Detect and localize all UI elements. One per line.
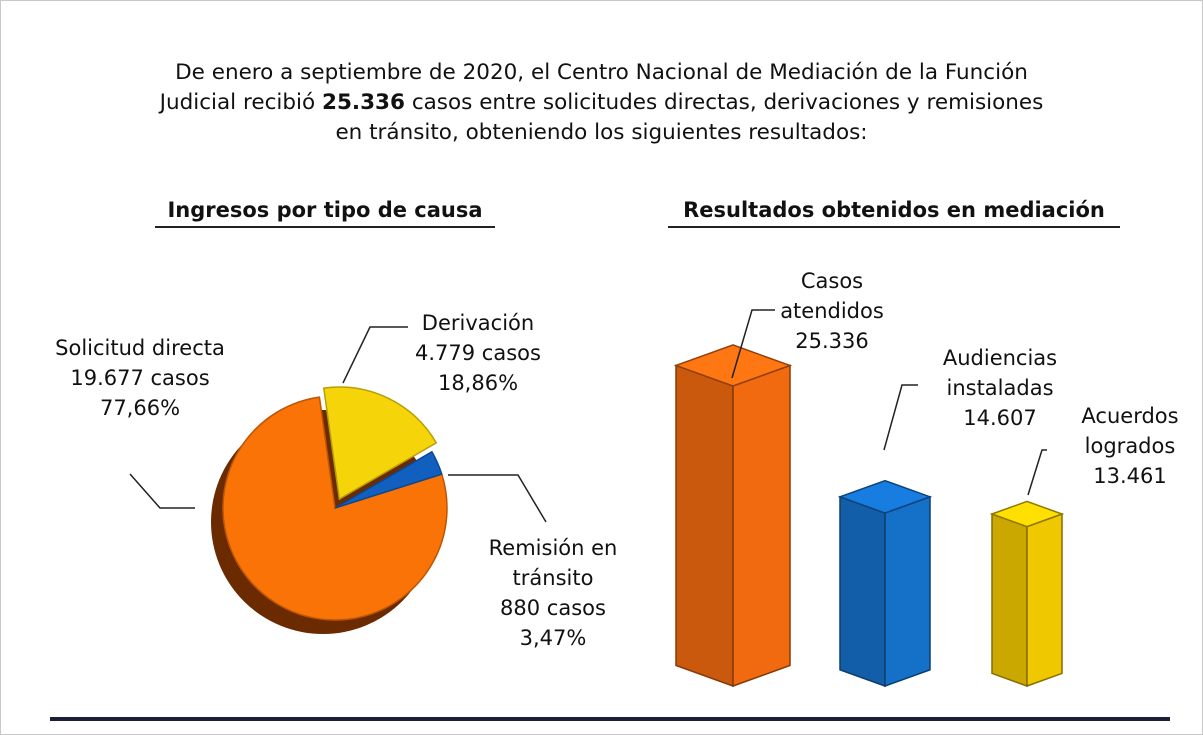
pie-slice bbox=[222, 396, 448, 621]
connector bbox=[883, 384, 918, 451]
slice-count: 19.677 casos bbox=[70, 366, 210, 390]
bar-value: 13.461 bbox=[1093, 464, 1167, 488]
connector bbox=[448, 474, 547, 523]
slice-category: Solicitud directa bbox=[55, 336, 225, 360]
pie-slice bbox=[334, 450, 443, 509]
bar-category: Audiencias instaladas bbox=[942, 346, 1058, 400]
slice-count: 4.779 casos bbox=[415, 341, 541, 365]
slice-value: 3,47% bbox=[519, 626, 587, 650]
slice-count: 880 casos bbox=[500, 596, 606, 620]
chart-title: Ingresos por tipo de causa bbox=[155, 198, 495, 228]
chart-title: Resultados obtenidos en mediación bbox=[668, 198, 1120, 228]
bar-top bbox=[837, 479, 933, 514]
slice-category: Remisión en tránsito bbox=[488, 536, 618, 590]
slice-value: 77,66% bbox=[99, 396, 181, 420]
intro-bold: 25.336 bbox=[322, 90, 405, 115]
bar-right-face bbox=[1026, 512, 1063, 688]
slice-value: 18,86% bbox=[437, 371, 519, 395]
bar-category: Acuerdos logrados bbox=[1081, 404, 1179, 458]
connector bbox=[129, 473, 195, 509]
bar-top bbox=[673, 344, 793, 387]
pie-slice bbox=[322, 386, 438, 501]
bar-left-face bbox=[991, 512, 1028, 688]
bar-category: Casos atendidos bbox=[780, 269, 884, 323]
bar-right-face bbox=[732, 364, 791, 688]
connector bbox=[731, 309, 775, 379]
intro-text: casos entre solicitudes directas, deriva… bbox=[411, 90, 1044, 115]
bar-left-face bbox=[839, 495, 886, 688]
bar-right-face bbox=[884, 495, 931, 688]
intro-line: en tránsito, obteniendo los siguientes r… bbox=[335, 120, 868, 145]
connector bbox=[342, 326, 408, 384]
connector bbox=[1027, 449, 1047, 496]
intro-line: De enero a septiembre de 2020, el Centro… bbox=[175, 60, 1028, 85]
slice-category: Derivación bbox=[421, 311, 535, 335]
intro-line: Judicial recibió 25.336 casos entre soli… bbox=[0, 88, 1203, 118]
intro-text: Judicial recibió bbox=[159, 90, 316, 115]
bar-top bbox=[989, 500, 1065, 528]
bar-left-face bbox=[675, 364, 734, 688]
bar-value: 25.336 bbox=[795, 329, 869, 353]
bar-value: 14.607 bbox=[963, 406, 1037, 430]
